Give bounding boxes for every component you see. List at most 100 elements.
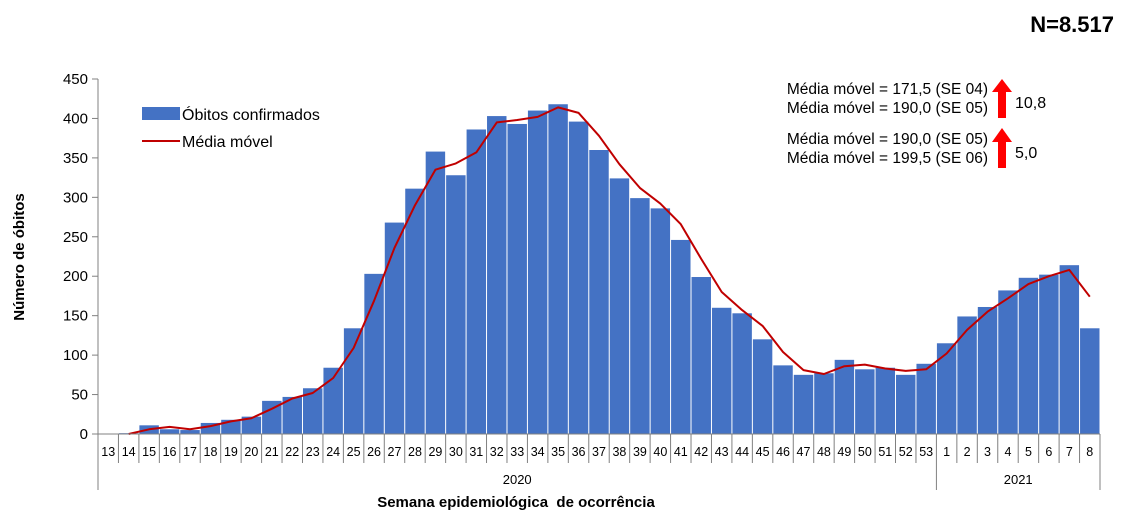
x-tick-label: 22: [285, 445, 299, 459]
x-tick-label: 1: [943, 445, 950, 459]
x-tick-label: 6: [1045, 445, 1052, 459]
x-tick-label: 7: [1066, 445, 1073, 459]
x-tick-label: 44: [735, 445, 749, 459]
x-tick-label: 23: [306, 445, 320, 459]
x-tick-label: 34: [531, 445, 545, 459]
bar: [180, 430, 200, 434]
legend-label-bars: Óbitos confirmados: [182, 105, 320, 124]
n-total-label: N=8.517: [1030, 12, 1114, 37]
y-tick-label: 100: [63, 347, 88, 364]
x-tick-label: 14: [122, 445, 136, 459]
bar: [834, 359, 855, 434]
bar: [507, 123, 527, 434]
y-tick-label: 450: [63, 71, 88, 88]
bar: [630, 198, 650, 434]
bar: [487, 116, 507, 435]
x-tick-label: 43: [715, 445, 729, 459]
y-tick-label: 300: [63, 189, 88, 206]
bar: [1039, 274, 1059, 434]
x-tick-label: 48: [817, 445, 831, 459]
bar: [998, 290, 1018, 434]
y-tick-label: 200: [63, 268, 88, 285]
x-tick-label: 21: [265, 445, 279, 459]
moving-average-line: [128, 106, 1091, 435]
year-label: 2020: [503, 472, 532, 487]
y-tick-label: 0: [80, 426, 88, 443]
bar: [977, 306, 998, 434]
bar: [159, 429, 180, 434]
x-tick-label: 38: [612, 445, 626, 459]
bar: [466, 129, 487, 434]
x-tick-label: 8: [1086, 445, 1093, 459]
x-tick-label: 4: [1005, 445, 1012, 459]
bar: [343, 328, 364, 434]
y-axis-title: Número de óbitos: [11, 193, 28, 321]
y-tick-label: 250: [63, 229, 88, 246]
bar: [732, 313, 752, 434]
x-tick-label: 31: [469, 445, 483, 459]
bar: [323, 367, 343, 434]
bar: [589, 150, 609, 434]
x-tick-label: 41: [674, 445, 688, 459]
x-tick-label: 33: [510, 445, 524, 459]
bar: [548, 104, 568, 434]
y-tick-label: 50: [71, 387, 88, 404]
x-tick-label: 39: [633, 445, 647, 459]
x-tick-label: 37: [592, 445, 606, 459]
bar: [1018, 277, 1039, 434]
x-tick-label: 46: [776, 445, 790, 459]
bar: [609, 178, 630, 434]
bar: [1080, 328, 1100, 434]
bar: [527, 110, 548, 435]
x-tick-label: 51: [878, 445, 892, 459]
x-axis-title: Semana epidemiológica de ocorrência: [377, 494, 655, 511]
annotation-1-line2: Média móvel = 190,0 (SE 05): [787, 100, 988, 117]
bar: [200, 422, 221, 434]
annotation-2-line1: Média móvel = 190,0 (SE 05): [787, 131, 988, 148]
x-tick-label: 40: [653, 445, 667, 459]
x-tick-label: 42: [694, 445, 708, 459]
year-label: 2021: [1004, 472, 1033, 487]
x-tick-label: 25: [347, 445, 361, 459]
x-tick-label: 52: [899, 445, 913, 459]
x-tick-label: 45: [756, 445, 770, 459]
bar: [568, 121, 589, 434]
bar: [425, 151, 446, 435]
x-tick-label: 19: [224, 445, 238, 459]
bar: [671, 239, 691, 434]
bar: [711, 307, 732, 434]
x-tick-label: 24: [326, 445, 340, 459]
bar: [241, 416, 262, 434]
arrow-up-icon: [992, 79, 1012, 118]
bar: [405, 188, 425, 434]
bar: [896, 374, 916, 434]
x-tick-label: 36: [572, 445, 586, 459]
bar: [793, 374, 814, 434]
bar: [855, 369, 875, 434]
legend-swatch-bar: [142, 107, 180, 120]
annotation-1-change: 10,8: [1015, 95, 1046, 112]
bar: [282, 396, 302, 434]
x-tick-label: 27: [388, 445, 402, 459]
x-tick-label: 49: [837, 445, 851, 459]
bar: [1059, 265, 1080, 434]
x-tick-label: 53: [919, 445, 933, 459]
y-tick-label: 350: [63, 150, 88, 167]
x-tick-label: 30: [449, 445, 463, 459]
y-tick-label: 400: [63, 110, 88, 127]
x-tick-label: 50: [858, 445, 872, 459]
bar: [773, 365, 793, 434]
annotation-1-line1: Média móvel = 171,5 (SE 04): [787, 81, 988, 98]
arrow-up-icon: [992, 128, 1012, 168]
x-tick-label: 20: [244, 445, 258, 459]
x-tick-label: 16: [163, 445, 177, 459]
annotation-2-change: 5,0: [1015, 145, 1037, 162]
x-tick-label: 35: [551, 445, 565, 459]
bar: [364, 273, 384, 434]
x-tick-label: 18: [204, 445, 218, 459]
bar: [650, 208, 671, 434]
bar: [302, 388, 323, 434]
x-tick-label: 2: [964, 445, 971, 459]
bar: [916, 363, 936, 434]
